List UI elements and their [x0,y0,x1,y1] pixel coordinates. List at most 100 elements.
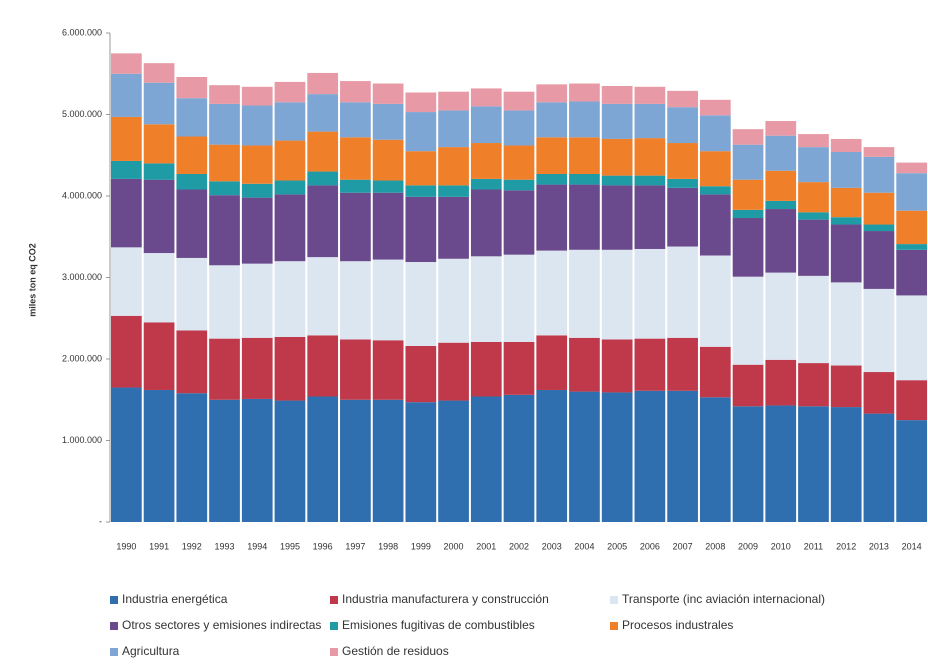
bar-segment [896,380,927,421]
bar-segment [601,103,633,139]
bar-segment [863,413,895,522]
bar-segment [569,184,600,250]
bar-segment [438,400,469,522]
bar-segment [667,178,698,188]
bar-segment [667,246,698,338]
bar-segment [340,192,371,262]
bar-segment [438,258,469,343]
bar-segment [699,255,731,347]
bar-segment [438,185,469,197]
bar-segment [438,91,469,111]
bar-segment [111,116,142,161]
bar-segment [798,147,829,183]
bar-segment [765,170,797,201]
bar-segment [536,102,568,138]
bar-segment [830,151,862,188]
x-tick-label: 1990 [116,541,136,551]
bar-segment [830,282,862,366]
bar-segment [634,338,666,391]
bar-segment [241,86,273,106]
bar-segment [340,261,371,340]
bar-segment [176,98,208,137]
bar-segment [699,115,731,152]
bar-segment [143,179,175,254]
bar-segment [798,182,829,213]
bar-segment [438,342,469,401]
bar-segment [503,394,535,522]
bar-segment [765,200,797,210]
bar-segment [307,185,339,258]
legend-label: Gestión de residuos [342,644,449,658]
y-axis-label: miles ton eq CO2 [27,243,37,317]
bar-segment [340,102,371,138]
bar-segment [699,99,731,116]
bar-segment [143,322,175,390]
bar-segment [307,171,339,186]
bar-segment [536,84,568,103]
bar-segment [732,218,764,277]
bar-segment [372,103,404,140]
bar-segment [274,180,306,195]
bar-segment [274,81,306,103]
bar-segment [209,265,240,339]
bar-segment [569,337,600,392]
x-tick-label: 1994 [247,541,267,551]
bar-segment [405,112,437,152]
bar-segment [143,389,175,522]
bar-segment [798,363,829,407]
bar-segment [667,337,698,391]
bar-segment [209,181,240,196]
bar-segment [830,407,862,522]
legend-label: Transporte (inc aviación internacional) [622,592,825,606]
bar-segment [111,178,142,248]
bar-segment [241,145,273,184]
bar-segment [176,393,208,522]
bar-segment [470,341,502,397]
legend-swatch [110,648,118,656]
bar-segment [503,341,535,395]
bar-segment [372,259,404,341]
bar-segment [307,131,339,172]
x-tick-label: 2013 [869,541,889,551]
bar-segment [503,91,535,111]
bar-segment [732,179,764,210]
bar-segment [470,256,502,342]
bar-segment [830,217,862,225]
bar-segment [830,365,862,408]
bar-segment [372,83,404,104]
bar-segment [699,346,731,398]
bar-segment [372,399,404,522]
x-tick-label: 2012 [836,541,856,551]
bar-segment [405,402,437,522]
bar-segment [830,187,862,218]
bar-segment [536,389,568,522]
bar-segment [340,137,371,180]
x-tick-label: 1993 [215,541,235,551]
bar-segment [896,249,927,296]
bar-segment [732,209,764,219]
bar-segment [896,420,927,522]
bar-segment [732,276,764,365]
bar-segment [241,398,273,522]
bar-segment [307,335,339,397]
bar-segment [765,209,797,273]
bar-segment [241,337,273,399]
legend-label: Industria energética [122,592,228,606]
bar-segment [143,163,175,180]
legend-label: Otros sectores y emisiones indirectas [122,618,321,632]
bar-segment [307,257,339,336]
bar-segment [307,396,339,522]
bar-segment [863,192,895,225]
x-tick-label: 2003 [542,541,562,551]
bar-segment [699,151,731,187]
bar-segment [601,138,633,176]
bar-segment [111,160,142,179]
bar-segment [405,151,437,186]
bar-segment [667,187,698,247]
bar-segment [634,390,666,522]
bar-segment [667,90,698,108]
bar-segment [111,247,142,316]
bar-segment [536,173,568,185]
bar-segment [438,196,469,259]
bar-segment [438,147,469,186]
